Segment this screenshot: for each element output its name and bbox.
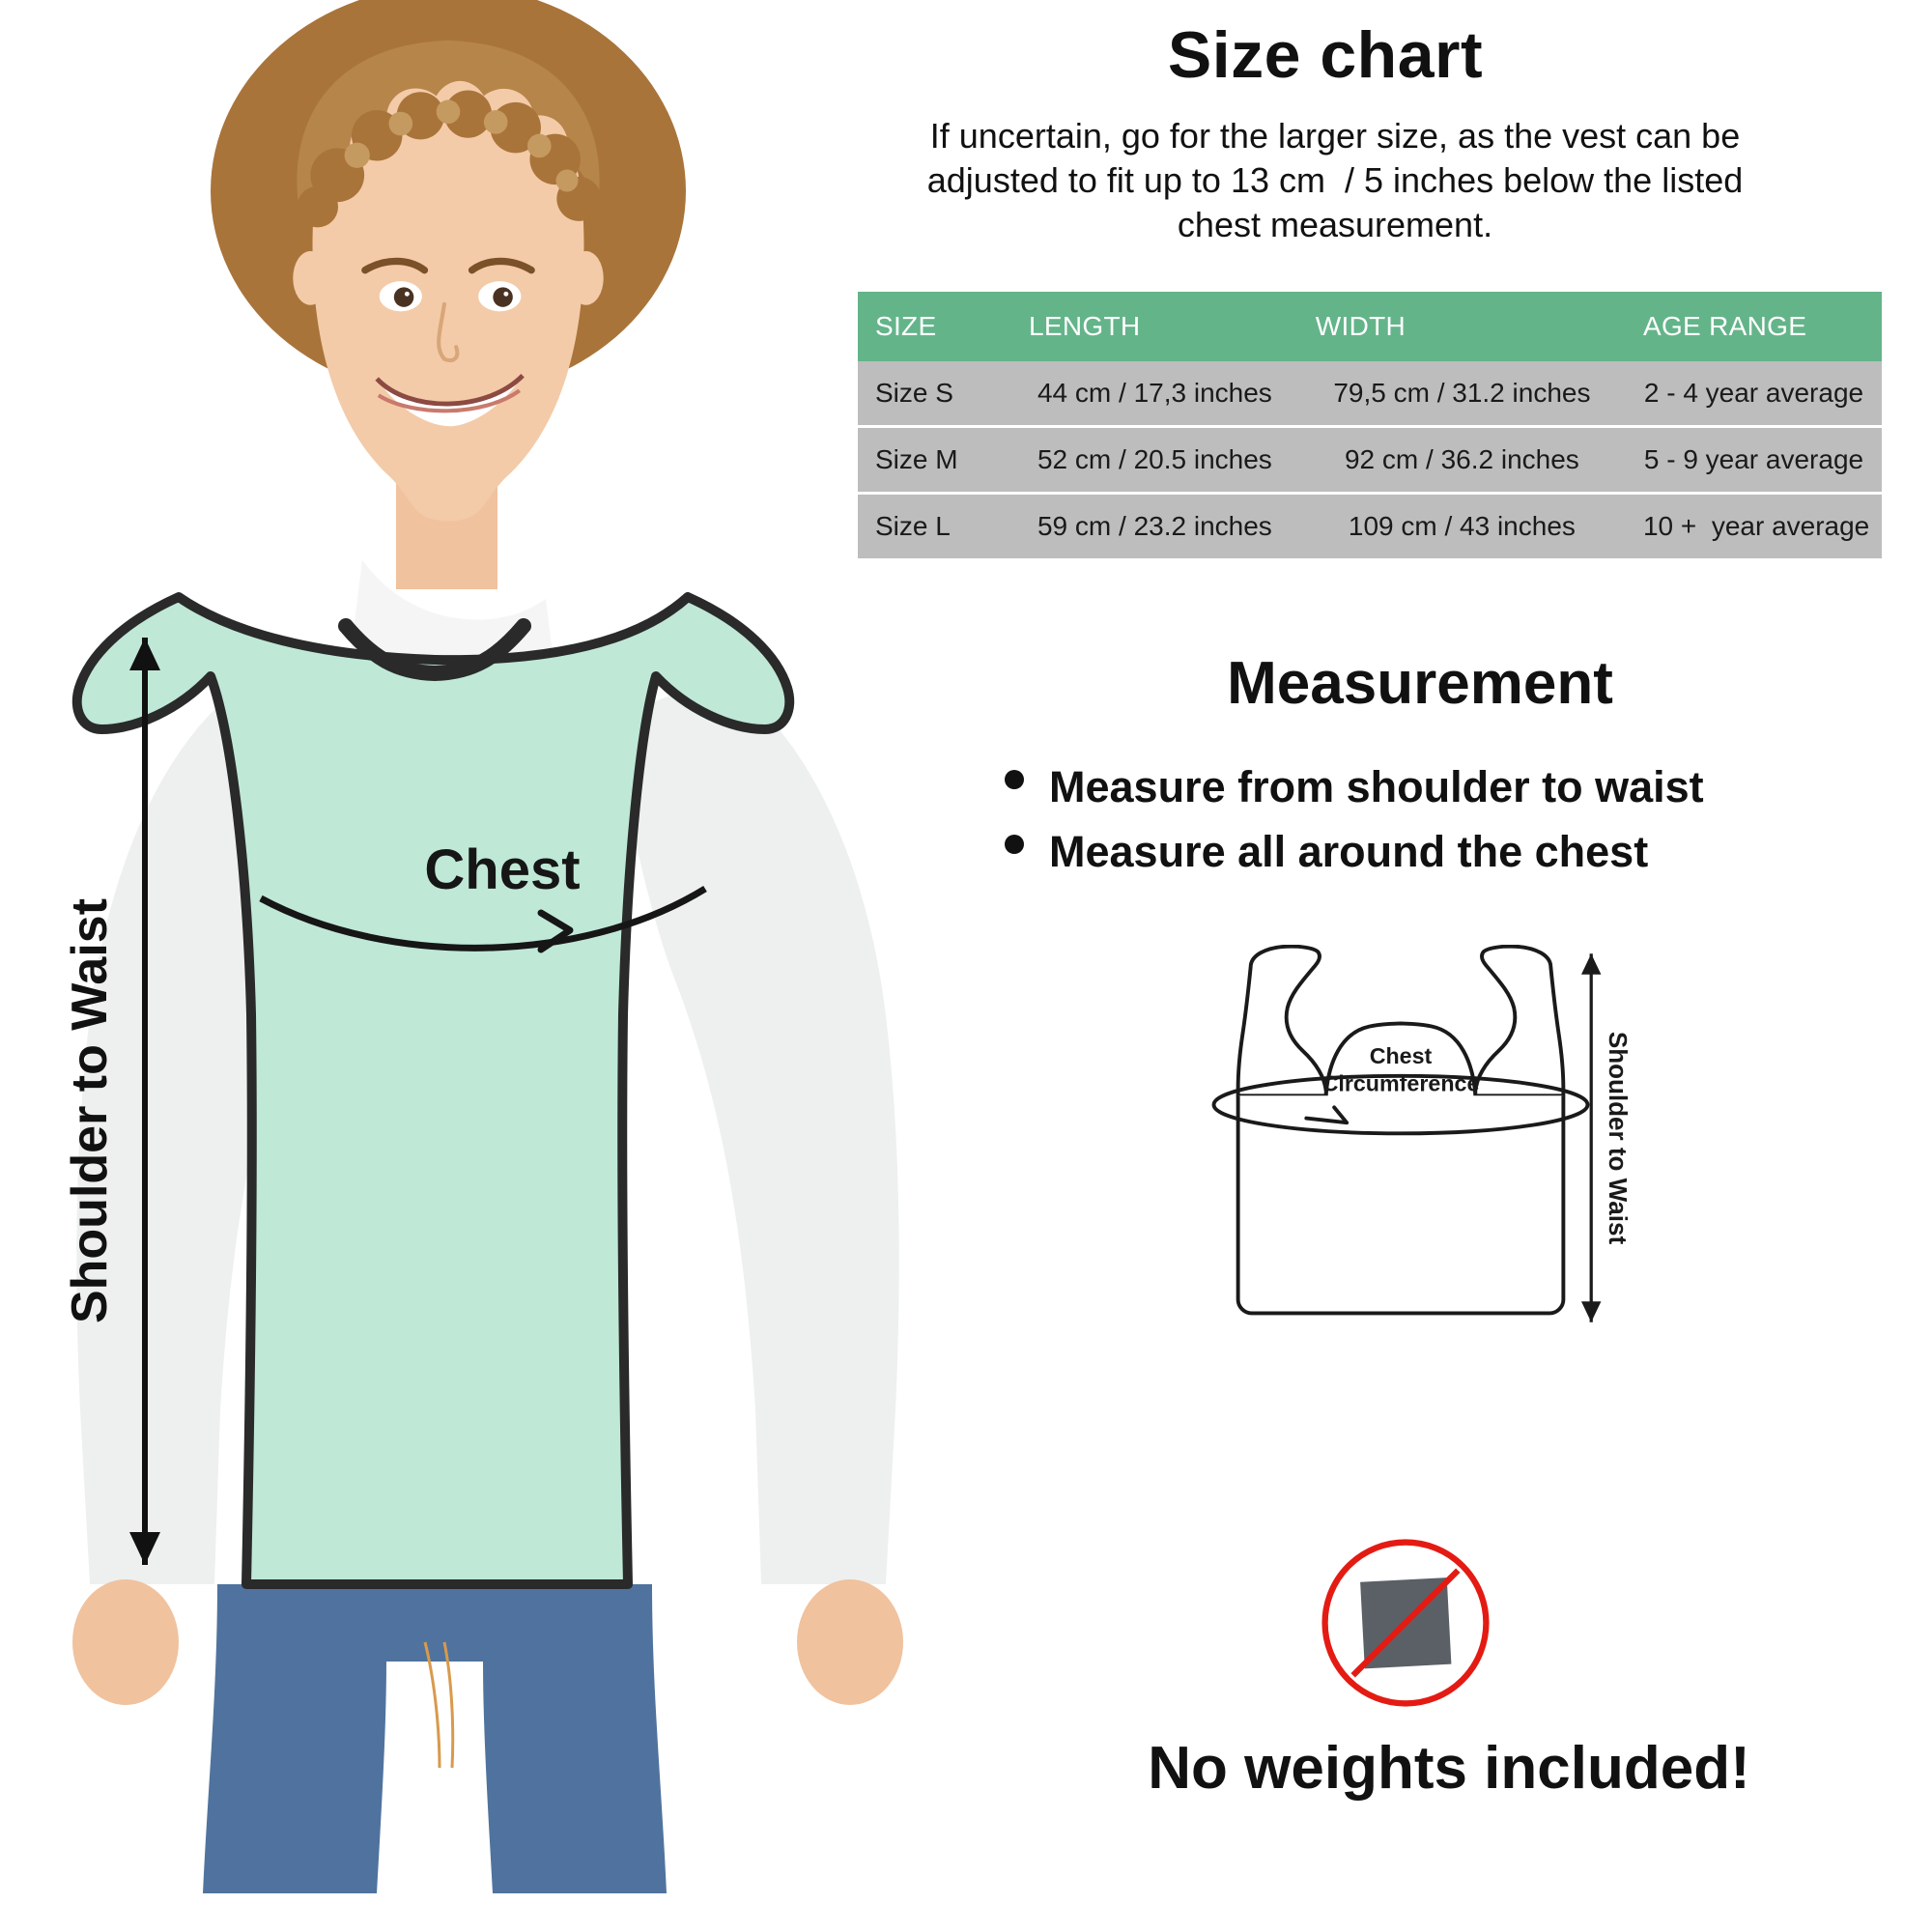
svg-text:Circumference: Circumference (1322, 1071, 1480, 1096)
svg-text:Chest: Chest (424, 838, 580, 901)
svg-text:Chest: Chest (1370, 1043, 1433, 1068)
svg-text:Shoulder to Waist: Shoulder to Waist (1604, 1032, 1633, 1245)
svg-text:Shoulder to Waist: Shoulder to Waist (62, 898, 118, 1323)
